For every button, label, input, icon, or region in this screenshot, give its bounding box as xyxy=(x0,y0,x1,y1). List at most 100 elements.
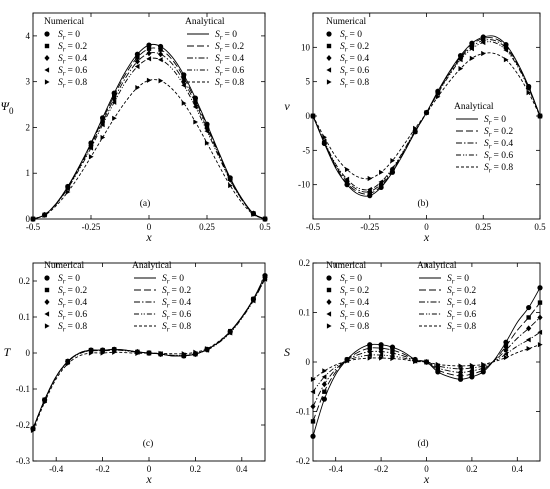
panel-c-legend-ana-label-2: Sr = 0.4 xyxy=(162,298,191,310)
panel-a-series-4-point-9 xyxy=(135,85,140,91)
panel-a-xtick-label-2: 0 xyxy=(147,222,152,232)
panel-c-legend-ana-label-1: Sr = 0.2 xyxy=(162,286,191,298)
panel-d-series-1-point-19 xyxy=(526,315,531,320)
panel-d-series-2-point-1 xyxy=(321,381,327,388)
panel-d-series-1-point-5 xyxy=(367,345,372,351)
panel-a-series-line-2 xyxy=(32,52,266,220)
panel-c-legend-num-title: Numerical xyxy=(44,261,84,271)
panel-b-series-3-point-5 xyxy=(367,186,372,193)
panel-a-series-3-point-15 xyxy=(204,128,210,134)
panel-b-xtick-label-3: 0.25 xyxy=(475,222,491,232)
panel-d-series-4-point-6 xyxy=(379,355,384,361)
panel-a-legend-num-marker-0 xyxy=(44,31,50,37)
panel-c-ytick-label-3: 0 xyxy=(26,348,31,358)
panel-c-legend-num-marker-3 xyxy=(44,311,50,317)
panel-c-ylabel: T xyxy=(4,345,12,359)
panel-a-legend-num-marker-3 xyxy=(44,67,50,73)
panel-d-series-2-point-19 xyxy=(526,325,532,332)
panel-a-series-3-point-5 xyxy=(88,145,94,151)
panel-d-series-4-point-0 xyxy=(310,376,316,382)
panel-d-series-0-point-19 xyxy=(526,304,532,311)
panel-d-series-3-point-13 xyxy=(457,366,463,372)
panel-b-legend-ana-label-1: Sr = 0.2 xyxy=(484,127,513,139)
panel-c-legend-num-marker-4 xyxy=(44,323,50,329)
panel-b-series-4-point-9 xyxy=(413,125,418,131)
panel-d-legend-num-label-4: Sr = 0.8 xyxy=(340,322,369,334)
panel-c-series-line-3 xyxy=(32,278,266,429)
panel-c-legend-ana-title: Analytical xyxy=(132,261,172,271)
panel-b-legend-num-marker-4 xyxy=(326,79,332,85)
panel-b-xtick-label-1: -0.25 xyxy=(360,222,379,232)
panel-d-xtick-label-2: 0 xyxy=(424,464,429,474)
panel-b-xtick-label-4: 0.5 xyxy=(534,222,546,232)
panel-b-ytick-label-3: 5 xyxy=(306,77,311,87)
panel-d-series-0-point-0 xyxy=(310,433,316,439)
panel-c-legend-num-marker-2 xyxy=(44,299,50,305)
panel-b: -0.5 -0.25 0 0.25 0.5 -10 -5 0 5 10 x v (b) Numerical… xyxy=(284,12,546,244)
panel-b-series-4-point-10 xyxy=(424,110,430,116)
panel-b-label: (b) xyxy=(417,198,428,209)
panel-a-ytick-label-0: 0 xyxy=(26,214,31,224)
panel-a-legend-num-label-2: Sr = 0.4 xyxy=(58,54,87,66)
panel-b-legend-ana-label-0: Sr = 0 xyxy=(484,115,506,127)
panel-a-xtick-label-1: -0.25 xyxy=(82,222,101,232)
panel-b-xtick-label-2: 0 xyxy=(424,222,429,232)
panel-d-legend-ana-label-1: Sr = 0.2 xyxy=(447,286,476,298)
panel-d-xlabel: x xyxy=(423,472,430,486)
panel-a-legend-num-marker-4 xyxy=(44,79,50,85)
panel-a-series-1-point-10 xyxy=(146,46,152,51)
panel-c-xtick-label-3: 0.2 xyxy=(190,464,201,474)
panel-a-ytick-label-4: 4 xyxy=(26,31,31,41)
panel-b-series-4-point-3 xyxy=(344,166,350,173)
panel-d-series-1-point-0 xyxy=(310,419,316,424)
panel-d-series-3-point-7 xyxy=(389,353,395,359)
panel-d-series-4-point-3 xyxy=(344,358,350,364)
panel-d-legend-num-marker-2 xyxy=(326,299,332,305)
panel-a-series-3-point-14 xyxy=(192,104,198,110)
panel-b-series-3-point-6 xyxy=(378,179,384,185)
panel-c-xtick-label-1: -0.2 xyxy=(95,464,109,474)
panel-a-series-3-point-11 xyxy=(158,57,163,63)
panel-a-series-3-point-13 xyxy=(181,82,186,88)
panel-a-xtick-label-0: -0.5 xyxy=(26,222,41,232)
panel-b-ytick-label-2: 0 xyxy=(306,111,311,121)
panel-b-series-3-point-7 xyxy=(389,165,395,171)
panel-c-legend-num-label-0: Sr = 0 xyxy=(58,274,80,286)
panel-b-series-4-point-1 xyxy=(322,134,327,140)
panel-a-series-1-point-7 xyxy=(112,93,117,98)
panel-b-xtick-label-0: -0.5 xyxy=(306,222,321,232)
panel-c-series-4-point-3 xyxy=(65,361,71,367)
panel-b-legend-num-label-2: Sr = 0.4 xyxy=(340,54,369,66)
panel-b-series-4-point-19 xyxy=(526,90,532,96)
panel-c-series-4-point-9 xyxy=(135,350,140,356)
panel-d-series-1-point-17 xyxy=(503,343,509,349)
panel-d-series-3-point-20 xyxy=(537,329,543,335)
panel-b-series-3-point-17 xyxy=(503,47,509,53)
panel-d-legend-num-label-1: Sr = 0.2 xyxy=(340,286,369,298)
panel-a-ytick-label-2: 2 xyxy=(26,122,31,132)
panel-d-series-0-point-20 xyxy=(537,285,543,291)
panel-a-series-3-point-17 xyxy=(227,177,233,184)
panel-c-legend-ana-label-4: Sr = 0.8 xyxy=(162,322,191,334)
panel-b-series-4-point-0 xyxy=(310,113,316,119)
panel-d-series-4-point-13 xyxy=(458,363,464,369)
panel-d-ytick-label-3: 0.1 xyxy=(299,308,310,318)
panel-b-legend-num-marker-0 xyxy=(326,31,332,37)
panel-b-legend-num-label-3: Sr = 0.6 xyxy=(340,66,369,78)
panel-d-series-2-point-13 xyxy=(457,369,464,376)
panel-c-legend-num-marker-0 xyxy=(44,275,50,281)
panel-b-legend-num-marker-2 xyxy=(326,55,332,61)
panel-b-legend-num-label-4: Sr = 0.8 xyxy=(340,78,369,90)
panel-d-legend-num-marker-3 xyxy=(326,311,332,317)
panel-c-series-4-point-17 xyxy=(228,328,233,334)
panel-d-series-4-point-10 xyxy=(424,359,430,365)
panel-c-series-4-point-5 xyxy=(88,350,94,356)
panel-b-series-3-point-13 xyxy=(457,57,463,63)
panel-a-series-1-point-13 xyxy=(181,75,186,80)
panel-c-series-4-point-14 xyxy=(193,349,198,355)
panel-a-series-2-point-9 xyxy=(134,58,140,65)
panel-d-ytick-label-2: 0 xyxy=(306,357,311,367)
panel-c-ytick-label-0: -0.3 xyxy=(16,456,31,466)
panel-d-series-line-3 xyxy=(312,331,541,392)
panel-d-series-1-point-13 xyxy=(458,373,463,379)
